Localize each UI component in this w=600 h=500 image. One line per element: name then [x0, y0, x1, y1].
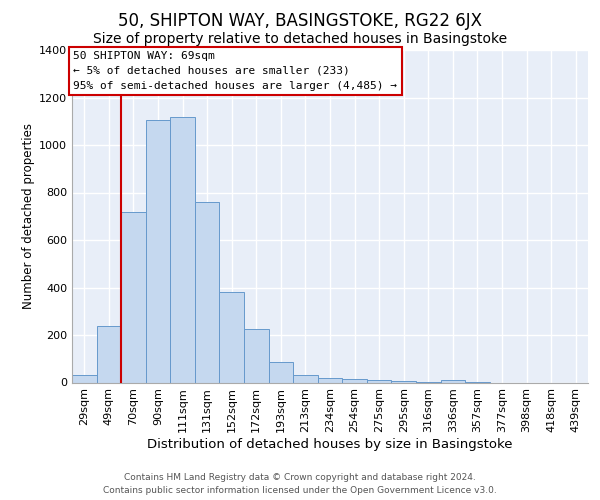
- Text: Contains HM Land Registry data © Crown copyright and database right 2024.
Contai: Contains HM Land Registry data © Crown c…: [103, 474, 497, 495]
- Bar: [293, 376, 318, 382]
- Bar: [342, 379, 367, 382]
- Bar: [97, 326, 121, 382]
- Y-axis label: Number of detached properties: Number of detached properties: [22, 123, 35, 309]
- X-axis label: Distribution of detached houses by size in Basingstoke: Distribution of detached houses by size …: [147, 438, 513, 451]
- Bar: [244, 329, 269, 382]
- Text: 50 SHIPTON WAY: 69sqm
← 5% of detached houses are smaller (233)
95% of semi-deta: 50 SHIPTON WAY: 69sqm ← 5% of detached h…: [73, 51, 397, 91]
- Bar: [170, 116, 195, 382]
- Bar: [269, 362, 293, 382]
- Text: Size of property relative to detached houses in Basingstoke: Size of property relative to detached ho…: [93, 32, 507, 46]
- Bar: [318, 378, 342, 382]
- Text: 50, SHIPTON WAY, BASINGSTOKE, RG22 6JX: 50, SHIPTON WAY, BASINGSTOKE, RG22 6JX: [118, 12, 482, 30]
- Bar: [72, 376, 97, 382]
- Bar: [367, 380, 391, 382]
- Bar: [146, 120, 170, 382]
- Bar: [195, 202, 220, 382]
- Bar: [440, 380, 465, 382]
- Bar: [121, 212, 146, 382]
- Bar: [220, 292, 244, 382]
